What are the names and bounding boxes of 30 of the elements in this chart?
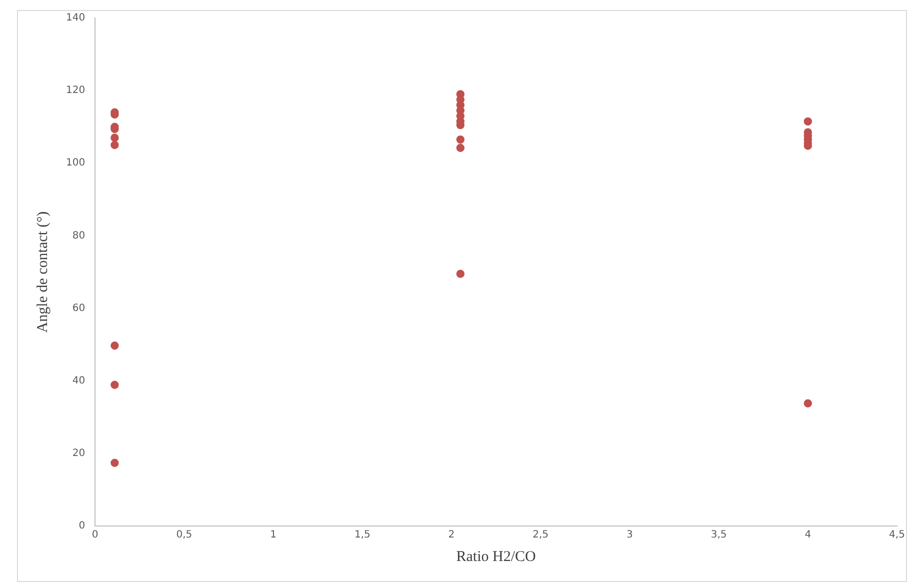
point — [456, 144, 465, 152]
point — [804, 399, 812, 408]
y-tick-label: 0 — [78, 520, 86, 532]
point — [456, 135, 465, 144]
point — [110, 140, 119, 150]
y-tick-label: 20 — [72, 448, 86, 460]
x-tick-label: 1 — [270, 530, 276, 541]
point — [804, 117, 812, 126]
point — [456, 270, 465, 278]
point — [110, 380, 119, 389]
y-axis-title: Angle de contact (°) — [34, 211, 51, 333]
x-tick-label: 4 — [804, 530, 812, 541]
y-tick-label: 120 — [66, 85, 86, 96]
x-tick-label: 0 — [92, 530, 98, 541]
x-tick-label: 2 — [448, 530, 455, 541]
y-tick-label: 60 — [72, 302, 86, 314]
x-tick-label: 1,5 — [354, 530, 370, 541]
x-axis-title: Ratio H2/CO — [456, 548, 536, 565]
x-tick-label: 3 — [626, 530, 633, 541]
point — [110, 134, 119, 142]
point — [110, 458, 119, 467]
y-tick-label: 100 — [66, 158, 86, 169]
x-tick-label: 2,5 — [532, 530, 549, 541]
x-tick-label: 4,5 — [889, 530, 905, 541]
x-tick-label: 0,5 — [176, 530, 192, 541]
y-tick-label: 140 — [66, 12, 86, 24]
x-tick-label: 3,5 — [710, 530, 727, 541]
point — [110, 342, 119, 350]
y-tick-label: 80 — [72, 230, 86, 242]
y-tick-label: 40 — [72, 375, 86, 386]
